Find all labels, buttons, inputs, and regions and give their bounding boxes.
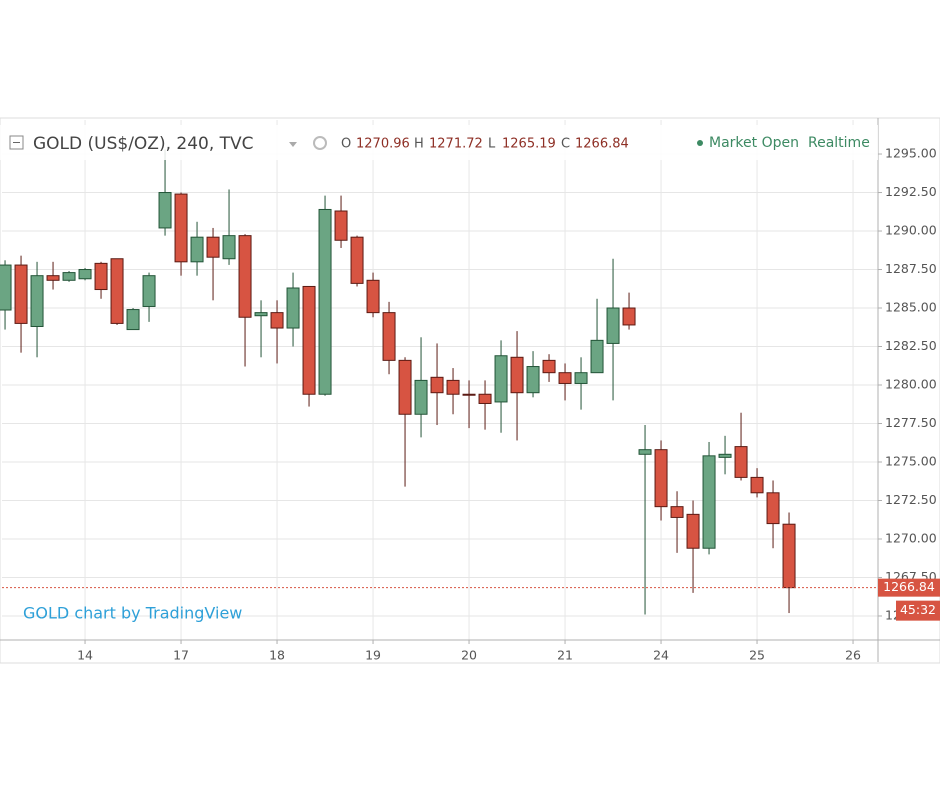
candle-body [334,210,348,241]
ohlc-label: H [414,137,424,152]
y-tick-label: 1287.50 [885,261,937,276]
candle-body [446,379,460,395]
candle-body [302,285,316,395]
candle-body [46,275,60,281]
candle-body [270,312,284,329]
last-price-box [878,578,940,597]
candle-body [526,366,540,394]
candle-body [190,236,204,263]
candle-body [366,279,380,314]
candle-body [686,513,700,549]
axes: 1265.001267.501270.001272.501275.001277.… [77,146,940,663]
candle-body [606,307,620,344]
y-tick-label: 1290.00 [885,223,937,238]
candle-body [174,193,188,263]
x-tick-label: 24 [653,648,669,663]
candle-body [94,262,108,291]
candle-body [430,376,444,394]
watermark[interactable]: GOLD chart by TradingView [23,604,242,623]
ohlc-value: 1271.72 [429,137,483,152]
candle-body [622,307,636,326]
candle-body [510,356,524,394]
x-tick-label: 17 [173,648,189,663]
candle-body [478,393,492,404]
ohlc-label: O [341,137,351,152]
candle-body [78,269,92,280]
candle-body [142,275,156,307]
candle-body [654,449,668,508]
settings-icon[interactable] [313,136,327,150]
candle-body [0,264,12,311]
y-tick-label: 1272.50 [885,492,937,507]
candle-body [318,208,332,395]
x-tick-label: 25 [749,648,765,663]
countdown-box [896,600,940,621]
plot [0,149,878,615]
ohlc-label: L [488,137,496,152]
collapse-button[interactable] [9,135,24,150]
candle-body [590,339,604,374]
candle-body [398,359,412,415]
candle-body [222,235,236,260]
candle-body [126,309,140,331]
candle-body [782,523,796,589]
y-tick-label: 1292.50 [885,184,937,199]
status-dot [697,140,703,146]
market-status: Market Open [709,135,799,151]
ohlc-label: C [561,137,570,152]
candle-body [286,287,300,329]
candle-body [574,372,588,384]
header-bg [0,125,878,160]
feed-type: Realtime [808,135,870,151]
candle-body [734,446,748,478]
ohlc-value: 1270.96 [356,137,410,152]
candle-body [542,359,556,374]
y-tick-label: 1282.50 [885,338,937,353]
candle-body [494,355,508,403]
ohlc-value: 1265.19 [502,137,556,152]
y-tick-label: 1270.00 [885,530,937,545]
candle-body [702,455,716,549]
candle-body [670,506,684,518]
candle-body [462,393,476,396]
chart-frame [0,117,940,664]
y-tick-label: 1275.00 [885,453,937,468]
candle-body [558,372,572,384]
x-tick-label: 14 [77,648,93,663]
ohlc-value: 1266.84 [575,137,629,152]
candle-body [382,312,396,361]
candle-body [110,258,124,324]
candle-body [158,192,172,229]
x-tick-label: 20 [461,648,477,663]
dropdown-caret[interactable] [289,142,297,147]
last-price-label: 1266.84 [883,579,935,594]
x-tick-label: 21 [557,648,573,663]
candle-body [766,492,780,525]
candle-body [30,275,44,327]
countdown-label: 45:32 [900,602,936,617]
candle-body [254,312,268,317]
candle-body [750,476,764,494]
candle-body [62,272,76,281]
symbol-title[interactable]: GOLD (US$/OZ), 240, TVC [33,134,254,154]
candle-body [206,236,220,258]
candle-body [638,449,652,455]
y-tick-label: 1285.00 [885,300,937,315]
candle-body [350,236,364,284]
y-tick-label: 1277.50 [885,415,937,430]
candle-body [414,379,428,415]
x-tick-label: 18 [269,648,285,663]
x-tick-label: 26 [845,648,861,663]
candle-body [238,235,252,318]
candle-body [718,453,732,458]
x-tick-label: 19 [365,648,381,663]
candle-body [14,264,28,324]
y-tick-label: 1295.00 [885,146,937,161]
y-tick-label: 1280.00 [885,377,937,392]
